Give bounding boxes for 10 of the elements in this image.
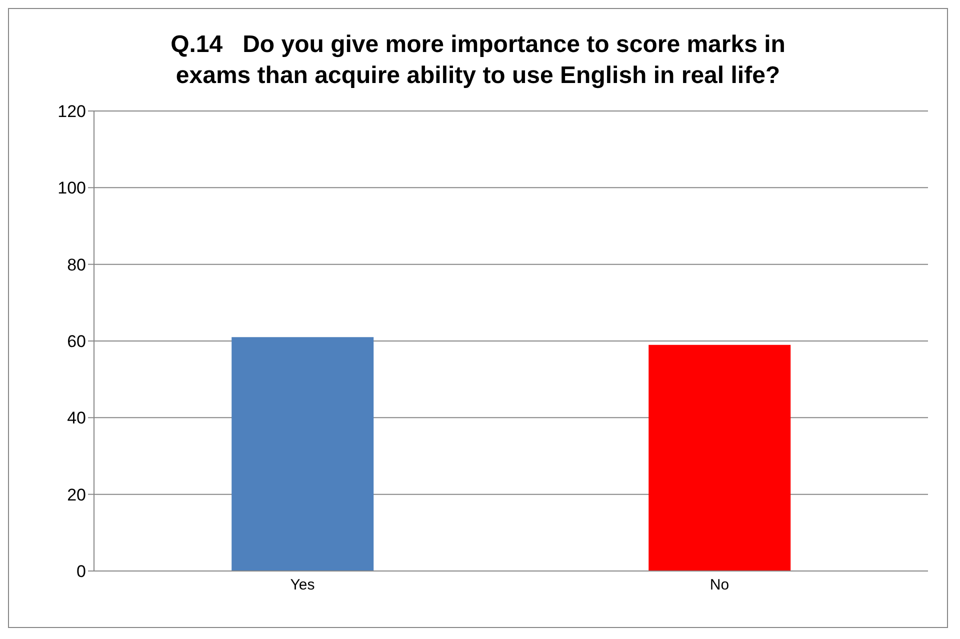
x-tick-label: Yes — [290, 576, 315, 594]
y-tick-label: 0 — [76, 562, 86, 582]
y-tick-label: 120 — [58, 102, 86, 122]
y-tick-label: 100 — [58, 178, 86, 198]
x-tick-label: No — [710, 576, 730, 594]
y-tick-label: 60 — [67, 332, 86, 352]
y-tick-label: 40 — [67, 408, 86, 428]
y-tick-label: 80 — [67, 255, 86, 274]
chart-title: Q.14 Do you give more importance to score marks in exams than acquire ability to use English in real life? — [170, 30, 786, 91]
y-tick-label: 20 — [67, 485, 86, 504]
